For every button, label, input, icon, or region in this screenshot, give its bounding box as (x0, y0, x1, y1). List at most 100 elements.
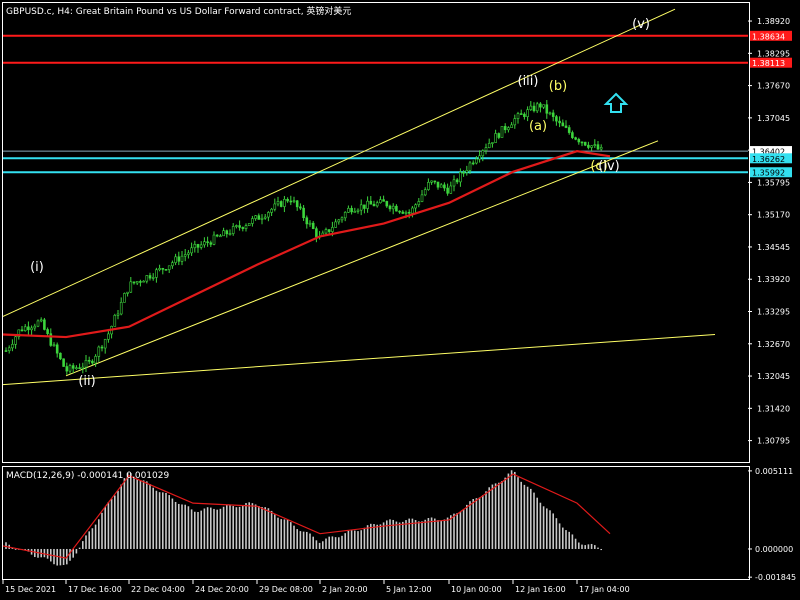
price-tag-bg (750, 57, 792, 68)
macd-bar (309, 533, 311, 549)
macd-bar (238, 506, 241, 549)
candle-body (439, 184, 443, 188)
wave-label: (v) (632, 17, 650, 32)
price-tick-label: 1.35170 (757, 211, 790, 220)
candle-body (20, 329, 24, 332)
macd-bar (347, 530, 350, 549)
candle-body (433, 180, 437, 183)
wave-label: (b) (549, 79, 567, 94)
macd-bar (398, 522, 401, 549)
candle-body (324, 229, 328, 234)
macd-bar (200, 510, 202, 549)
price-tag-bg (750, 146, 792, 157)
candle-body (311, 222, 315, 229)
macd-bar (552, 513, 554, 549)
macd-bar (152, 487, 154, 549)
candle-body (17, 329, 21, 338)
price-tick-label: 1.30795 (757, 437, 790, 446)
price-tick-label: 1.32045 (757, 372, 790, 381)
macd-bar (69, 548, 71, 561)
candle-body (539, 103, 542, 108)
candle-body (561, 122, 565, 127)
macd-bar (130, 473, 132, 549)
macd-tick-label: 0.005111 (755, 467, 793, 476)
candle-body (247, 223, 251, 226)
time-tick-label: 10 Jan 00:00 (451, 585, 502, 594)
candle-body (353, 211, 357, 213)
price-tag: 1.38113 (752, 59, 785, 68)
price-tick-label: 1.38920 (757, 17, 790, 26)
candle-body (65, 366, 69, 372)
macd-bar (501, 481, 503, 549)
candle-body (219, 235, 222, 238)
macd-bar (562, 527, 564, 549)
time-tick-label: 29 Dec 08:00 (259, 585, 313, 594)
wave-label: (a) (529, 119, 547, 134)
candle-body (446, 187, 449, 194)
macd-bar (434, 518, 436, 549)
macd-bar (149, 484, 151, 549)
candle-body (263, 216, 267, 219)
candle-body (151, 277, 155, 279)
macd-bar (392, 519, 394, 549)
macd-bar (78, 547, 81, 549)
macd-bar (194, 511, 196, 549)
macd-bar (520, 481, 522, 549)
candle-body (14, 336, 17, 345)
macd-bar (395, 521, 398, 549)
channel-line (65, 140, 659, 377)
price-axis: 1.389201.382951.376701.370451.364201.357… (748, 17, 790, 446)
macd-bar (373, 524, 375, 549)
candle-body (209, 242, 213, 245)
macd-bar (334, 537, 337, 549)
macd-bar (184, 504, 186, 549)
candle-body (206, 241, 209, 243)
candle-body (401, 211, 405, 214)
candle-body (270, 208, 273, 213)
macd-bar (210, 507, 212, 549)
candle-body (283, 198, 286, 207)
macd-panel (2, 470, 611, 566)
macd-bar (536, 497, 538, 549)
price-tag: 1.36262 (752, 155, 785, 164)
wave-label: (iii) (518, 74, 539, 89)
macd-bar (110, 498, 113, 549)
macd-bar (62, 548, 65, 565)
candle-body (385, 201, 389, 207)
candle-body (222, 230, 225, 237)
macd-tick-label: 0.000000 (755, 545, 793, 554)
time-tick-label: 15 Dec 2021 (5, 585, 56, 594)
time-tick-label: 22 Dec 04:00 (131, 585, 185, 594)
candle-body (167, 265, 171, 270)
candle-body (436, 181, 440, 188)
macd-bar (114, 495, 116, 549)
time-tick-label: 2 Jan 20:00 (322, 585, 368, 594)
candle-body (407, 211, 411, 214)
macd-bar (190, 509, 193, 549)
macd-bar (181, 504, 183, 549)
candle-body (587, 144, 590, 148)
macd-tick-label: -0.001845 (755, 573, 796, 582)
candle-body (84, 360, 88, 368)
candle-body (171, 262, 174, 267)
macd-bar (139, 480, 142, 549)
candlesticks (4, 99, 603, 375)
candle-body (487, 143, 491, 148)
macd-bar (331, 536, 334, 549)
candle-body (491, 142, 494, 144)
macd-bar (382, 522, 385, 549)
macd-bar (581, 544, 583, 549)
macd-bar (318, 542, 321, 549)
macd-bar (123, 478, 126, 549)
macd-bar (594, 545, 596, 549)
macd-bar (546, 508, 548, 549)
macd-bar (427, 517, 430, 549)
macd-bar (360, 530, 362, 549)
macd-bar (290, 522, 292, 549)
candle-body (513, 118, 517, 126)
candle-body (497, 133, 501, 138)
price-tick-label: 1.37670 (757, 82, 790, 91)
candle-body (43, 319, 46, 330)
candle-body (292, 200, 296, 203)
